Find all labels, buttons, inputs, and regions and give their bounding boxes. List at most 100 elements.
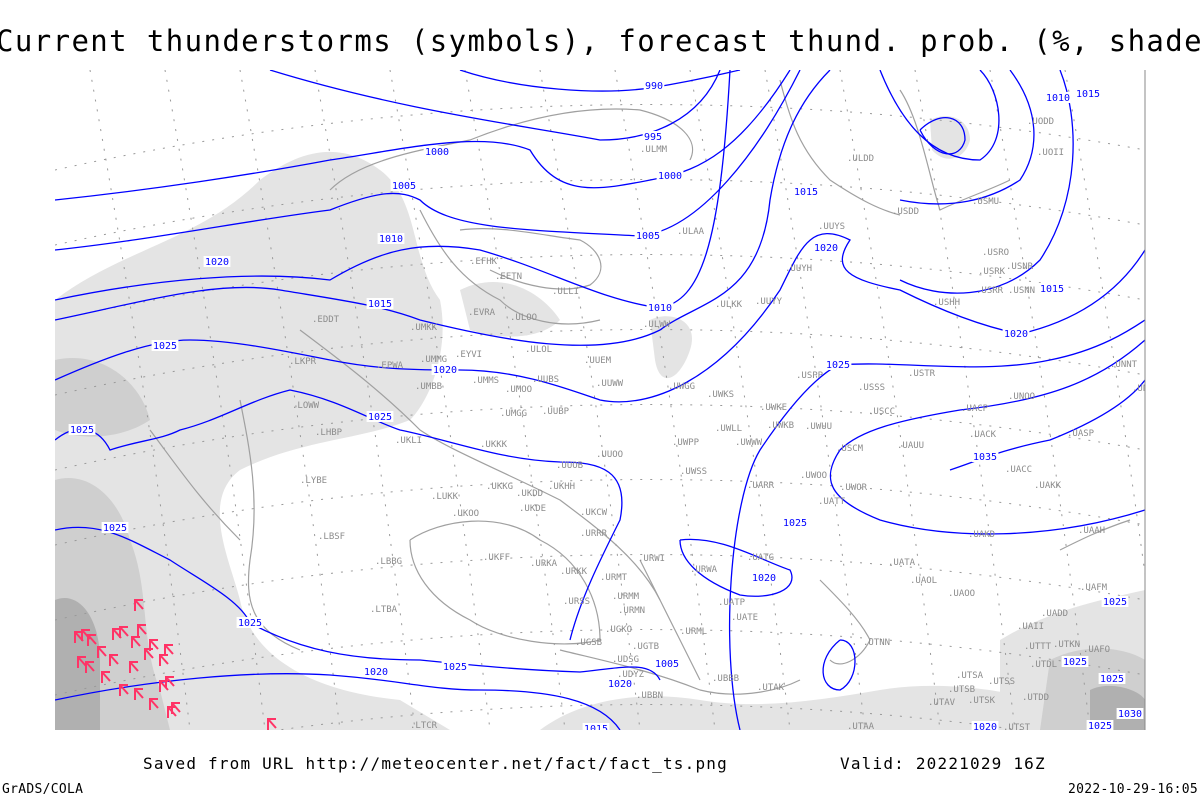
generation-timestamp: 2022-10-29-16:05	[1067, 782, 1198, 797]
coastline	[639, 559, 701, 681]
isobar-label-background	[971, 451, 999, 462]
station-label: .UAFO	[1083, 645, 1110, 655]
station-label: .UTAA	[847, 722, 875, 732]
station-label: .UATE	[731, 613, 758, 623]
thunderstorm-symbol-icon	[109, 654, 119, 666]
isobar-label: 1025	[1103, 597, 1127, 608]
isobar-label: 1035	[973, 452, 997, 463]
coastline	[329, 108, 694, 191]
isobar-label-background	[1002, 328, 1030, 339]
thunderstorm-symbol-icon	[87, 634, 97, 646]
station-label: .URWA	[690, 565, 718, 575]
probability-shade-area	[650, 316, 692, 379]
station-label: .EDDT	[312, 315, 340, 325]
isobar-label: 1015	[794, 187, 818, 198]
station-label: .USMU	[972, 197, 999, 207]
station-label: .USCC	[868, 407, 895, 417]
isobar-label-background	[582, 723, 610, 730]
thunderstorm-symbol-stroke	[134, 688, 144, 700]
thunderstorm-symbol-icon	[149, 698, 159, 710]
isobar-label: 1025	[443, 662, 467, 673]
station-label: .URMM	[612, 592, 640, 602]
isobar-label-background	[750, 572, 778, 583]
thunderstorm-symbol-icon	[149, 639, 159, 651]
thunderstorm-symbol-stroke	[171, 702, 181, 714]
station-label: .UWLL	[715, 424, 742, 434]
station-label: .UACK	[969, 430, 997, 440]
thunderstorm-symbol-stroke	[85, 661, 95, 673]
station-label: .UTSK	[968, 696, 996, 706]
thunderstorm-symbol-stroke	[165, 676, 175, 688]
station-label: .UNBB	[1132, 384, 1159, 394]
station-label: .LYBE	[300, 476, 327, 486]
isobar-label: 1010	[648, 303, 672, 314]
station-label: .UKKG	[486, 482, 513, 492]
station-label: .UUWW	[596, 379, 624, 389]
isobar-label-background	[151, 340, 179, 351]
isobar-label: 1015	[1040, 284, 1064, 295]
isobar-label: 1000	[425, 147, 449, 158]
station-label: .USDD	[892, 207, 919, 217]
station-label: .EPWA	[376, 361, 404, 371]
thunderstorm-symbol-stroke	[149, 639, 159, 651]
station-label: .UATG	[747, 553, 774, 563]
isobar-label-background	[653, 658, 681, 669]
station-label: .UATT	[818, 497, 846, 507]
coastline	[419, 209, 601, 325]
station-label: .LUKK	[431, 492, 459, 502]
station-label: .URMN	[618, 606, 645, 616]
station-label: .UTTT	[1024, 642, 1052, 652]
station-label: .UUOB	[556, 461, 583, 471]
isobar-label: 1010	[1046, 93, 1070, 104]
thunderstorm-symbol-stroke	[134, 599, 144, 611]
isobar-label: 1000	[658, 171, 682, 182]
thunderstorm-symbol-icon	[144, 648, 154, 660]
map-title: Current thunderstorms (symbols), forecas…	[0, 24, 1200, 58]
station-label: .UWKS	[707, 390, 734, 400]
isobar-label-background	[362, 666, 390, 677]
station-label: .EFHK	[470, 257, 498, 267]
station-label: .UWOO	[800, 471, 827, 481]
station-label: .UATA	[888, 558, 916, 568]
station-label: .ULWW	[643, 320, 671, 330]
station-label: .UAFM	[1080, 583, 1108, 593]
station-label: .LHBP	[315, 428, 343, 438]
isobar-label: 1025	[1100, 674, 1124, 685]
thunderstorm-symbol-icon	[85, 661, 95, 673]
isobar-label-background	[781, 517, 809, 528]
station-label: .USHH	[933, 298, 960, 308]
isobar	[55, 70, 791, 201]
station-label: .UUBP	[542, 407, 570, 417]
station-label: .UNOO	[1008, 392, 1035, 402]
station-label: .ULDD	[847, 154, 874, 164]
isobar-label: 1020	[433, 365, 457, 376]
isobar-label: 1025	[153, 341, 177, 352]
isobar-label-background	[1061, 656, 1089, 667]
isobar-label: 990	[645, 81, 663, 92]
isobar	[899, 70, 1035, 205]
station-label: .UUYS	[818, 222, 845, 232]
isobar-label-background	[203, 256, 231, 267]
station-label: .UMKK	[410, 323, 438, 333]
thunderstorm-symbol-stroke	[129, 661, 139, 673]
isobar-label-background	[1101, 596, 1129, 607]
thunderstorm-symbol-stroke	[164, 644, 174, 656]
isobar-label: 1020	[752, 573, 776, 584]
coastline	[459, 228, 602, 290]
station-label: .UKDE	[519, 504, 546, 514]
thunderstorm-symbol-stroke	[101, 671, 111, 683]
thunderstorm-symbol-stroke	[109, 654, 119, 666]
isobar-label: 1010	[379, 234, 403, 245]
isobar-label-background	[646, 302, 674, 313]
thunderstorm-symbol-icon	[129, 661, 139, 673]
isobar	[459, 70, 741, 92]
station-label: .UMMS	[472, 376, 499, 386]
station-label: .UTNN	[863, 638, 890, 648]
station-label: .UWUU	[805, 422, 832, 432]
isobar	[829, 339, 1145, 535]
isobar-label-background	[812, 242, 840, 253]
station-label: .UUYH	[785, 264, 812, 274]
station-label: .UTAK	[757, 683, 785, 693]
station-label: .URKK	[560, 567, 588, 577]
thunderstorm-symbol-icon	[131, 636, 141, 648]
